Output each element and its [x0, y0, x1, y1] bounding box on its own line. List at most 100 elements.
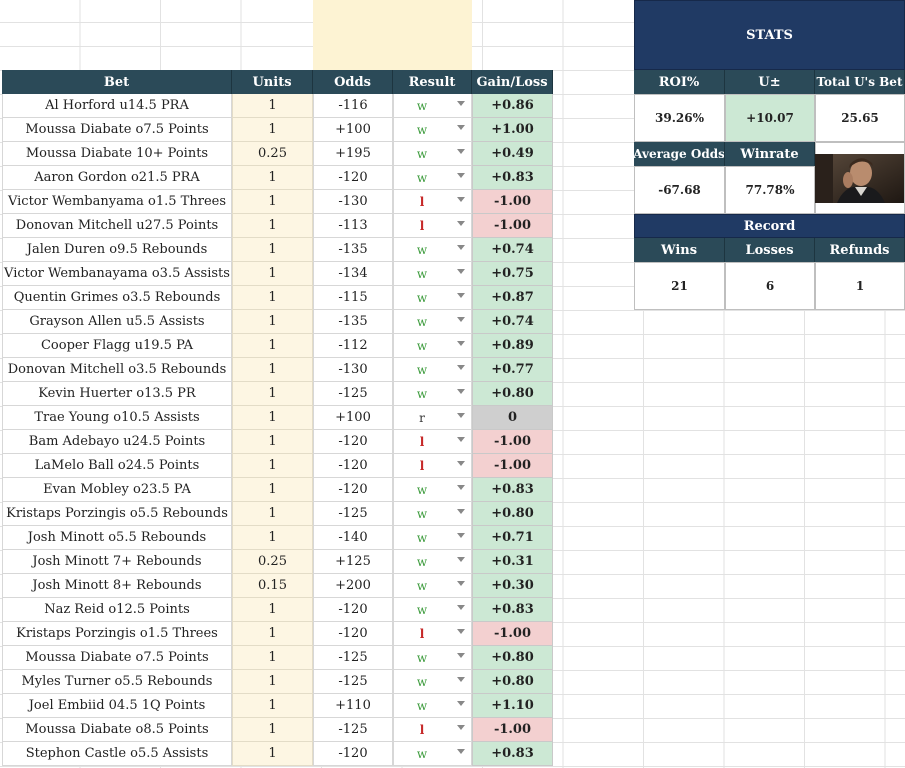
- odds-cell[interactable]: +195: [313, 142, 393, 166]
- losses-value[interactable]: 6: [725, 262, 815, 310]
- bet-cell[interactable]: Kristaps Porzingis o5.5 Rebounds: [2, 502, 232, 526]
- col-header-odds[interactable]: Odds: [313, 70, 393, 94]
- bet-cell[interactable]: Josh Minott o5.5 Rebounds: [2, 526, 232, 550]
- result-dropdown[interactable]: w: [393, 334, 472, 358]
- bet-cell[interactable]: Moussa Diabate o8.5 Points: [2, 718, 232, 742]
- col-header-gain-loss[interactable]: Gain/Loss: [472, 70, 553, 94]
- result-dropdown[interactable]: w: [393, 262, 472, 286]
- gain-loss-cell[interactable]: +0.80: [472, 382, 553, 406]
- odds-cell[interactable]: -140: [313, 526, 393, 550]
- units-cell[interactable]: 1: [232, 262, 313, 286]
- result-dropdown[interactable]: w: [393, 382, 472, 406]
- bet-cell[interactable]: Moussa Diabate o7.5 Points: [2, 646, 232, 670]
- bet-cell[interactable]: Donovan Mitchell u27.5 Points: [2, 214, 232, 238]
- units-cell[interactable]: 1: [232, 718, 313, 742]
- dropdown-arrow-icon[interactable]: [457, 557, 465, 562]
- embedded-photo[interactable]: [815, 154, 904, 203]
- bet-cell[interactable]: Evan Mobley o23.5 PA: [2, 478, 232, 502]
- gain-loss-cell[interactable]: +0.75: [472, 262, 553, 286]
- units-cell[interactable]: 1: [232, 190, 313, 214]
- odds-cell[interactable]: -125: [313, 382, 393, 406]
- result-dropdown[interactable]: w: [393, 358, 472, 382]
- gain-loss-cell[interactable]: +1.00: [472, 118, 553, 142]
- units-cell[interactable]: 0.15: [232, 574, 313, 598]
- odds-cell[interactable]: -116: [313, 94, 393, 118]
- odds-cell[interactable]: +100: [313, 406, 393, 430]
- odds-cell[interactable]: -135: [313, 238, 393, 262]
- result-dropdown[interactable]: w: [393, 574, 472, 598]
- dropdown-arrow-icon[interactable]: [457, 245, 465, 250]
- odds-cell[interactable]: -120: [313, 622, 393, 646]
- gain-loss-cell[interactable]: 0: [472, 406, 553, 430]
- odds-cell[interactable]: -112: [313, 334, 393, 358]
- result-dropdown[interactable]: w: [393, 166, 472, 190]
- units-cell[interactable]: 1: [232, 430, 313, 454]
- dropdown-arrow-icon[interactable]: [457, 269, 465, 274]
- bet-cell[interactable]: Moussa Diabate 10+ Points: [2, 142, 232, 166]
- wins-value[interactable]: 21: [634, 262, 725, 310]
- gain-loss-cell[interactable]: +0.83: [472, 742, 553, 766]
- units-cell[interactable]: 1: [232, 478, 313, 502]
- gain-loss-cell[interactable]: +0.31: [472, 550, 553, 574]
- dropdown-arrow-icon[interactable]: [457, 317, 465, 322]
- units-cell[interactable]: 1: [232, 622, 313, 646]
- odds-cell[interactable]: -125: [313, 502, 393, 526]
- bet-cell[interactable]: Grayson Allen u5.5 Assists: [2, 310, 232, 334]
- gain-loss-cell[interactable]: +0.80: [472, 646, 553, 670]
- result-dropdown[interactable]: w: [393, 502, 472, 526]
- dropdown-arrow-icon[interactable]: [457, 125, 465, 130]
- result-dropdown[interactable]: w: [393, 598, 472, 622]
- result-dropdown[interactable]: w: [393, 526, 472, 550]
- dropdown-arrow-icon[interactable]: [457, 509, 465, 514]
- result-dropdown[interactable]: w: [393, 694, 472, 718]
- result-dropdown[interactable]: l: [393, 430, 472, 454]
- result-dropdown[interactable]: l: [393, 454, 472, 478]
- units-cell[interactable]: 0.25: [232, 550, 313, 574]
- bet-cell[interactable]: Josh Minott 8+ Rebounds: [2, 574, 232, 598]
- odds-cell[interactable]: -134: [313, 262, 393, 286]
- roi-value[interactable]: 39.26%: [634, 94, 725, 142]
- result-dropdown[interactable]: w: [393, 94, 472, 118]
- units-cell[interactable]: 1: [232, 526, 313, 550]
- bet-cell[interactable]: Stephon Castle o5.5 Assists: [2, 742, 232, 766]
- bet-cell[interactable]: Moussa Diabate o7.5 Points: [2, 118, 232, 142]
- bet-cell[interactable]: Victor Wembanyama o1.5 Threes: [2, 190, 232, 214]
- units-cell[interactable]: 1: [232, 742, 313, 766]
- units-cell[interactable]: 1: [232, 334, 313, 358]
- odds-cell[interactable]: -130: [313, 358, 393, 382]
- odds-cell[interactable]: -135: [313, 310, 393, 334]
- result-dropdown[interactable]: l: [393, 190, 472, 214]
- dropdown-arrow-icon[interactable]: [457, 701, 465, 706]
- gain-loss-cell[interactable]: +0.77: [472, 358, 553, 382]
- refunds-value[interactable]: 1: [815, 262, 905, 310]
- result-dropdown[interactable]: w: [393, 670, 472, 694]
- odds-cell[interactable]: -120: [313, 166, 393, 190]
- gain-loss-cell[interactable]: -1.00: [472, 190, 553, 214]
- odds-cell[interactable]: -120: [313, 478, 393, 502]
- average-odds-value[interactable]: -67.68: [634, 166, 725, 214]
- odds-cell[interactable]: -125: [313, 670, 393, 694]
- dropdown-arrow-icon[interactable]: [457, 293, 465, 298]
- dropdown-arrow-icon[interactable]: [457, 197, 465, 202]
- bet-cell[interactable]: Aaron Gordon o21.5 PRA: [2, 166, 232, 190]
- result-dropdown[interactable]: w: [393, 118, 472, 142]
- dropdown-arrow-icon[interactable]: [457, 389, 465, 394]
- gain-loss-cell[interactable]: +0.83: [472, 478, 553, 502]
- bet-cell[interactable]: Donovan Mitchell o3.5 Rebounds: [2, 358, 232, 382]
- units-cell[interactable]: 1: [232, 238, 313, 262]
- bet-cell[interactable]: Jalen Duren o9.5 Rebounds: [2, 238, 232, 262]
- bet-cell[interactable]: Victor Wembanayama o3.5 Assists: [2, 262, 232, 286]
- dropdown-arrow-icon[interactable]: [457, 149, 465, 154]
- bet-cell[interactable]: Al Horford u14.5 PRA: [2, 94, 232, 118]
- odds-cell[interactable]: -120: [313, 430, 393, 454]
- dropdown-arrow-icon[interactable]: [457, 629, 465, 634]
- dropdown-arrow-icon[interactable]: [457, 533, 465, 538]
- dropdown-arrow-icon[interactable]: [457, 677, 465, 682]
- bet-cell[interactable]: LaMelo Ball o24.5 Points: [2, 454, 232, 478]
- units-cell[interactable]: 1: [232, 118, 313, 142]
- odds-cell[interactable]: -120: [313, 598, 393, 622]
- bet-cell[interactable]: Joel Embiid 04.5 1Q Points: [2, 694, 232, 718]
- dropdown-arrow-icon[interactable]: [457, 173, 465, 178]
- odds-cell[interactable]: +100: [313, 118, 393, 142]
- gain-loss-cell[interactable]: +1.10: [472, 694, 553, 718]
